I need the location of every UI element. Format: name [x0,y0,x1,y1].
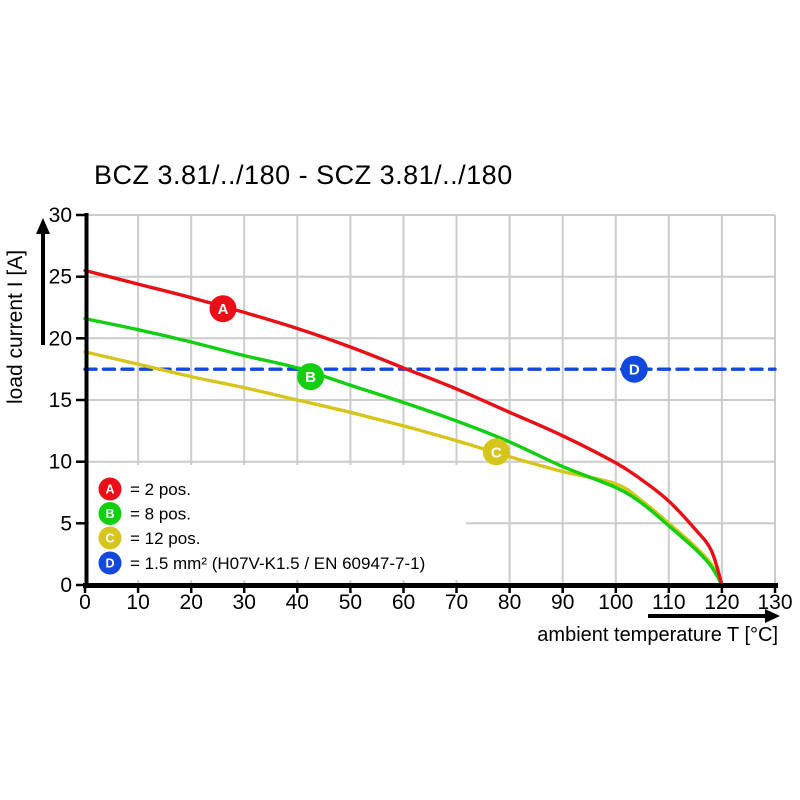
legend-item-D: D = 1.5 mm² (H07V-K1.5 / EN 60947-7-1) [98,551,425,575]
legend-marker-circle [98,502,122,525]
x-tick-label: 50 [339,591,362,614]
y-axis-label: load current I [A] [4,250,27,404]
y-tick-label: 30 [49,204,72,227]
legend-backdrop [89,465,466,580]
curve-marker-circle [209,295,237,323]
legend-marker-circle [98,477,122,501]
axes [76,213,778,593]
x-tick-label: 100 [598,591,633,614]
curve-marker-letter: A [218,301,229,318]
legend-marker-letter: D [105,557,114,571]
y-axis-arrow-head [36,218,50,234]
curve-marker-C: C [482,438,510,466]
x-tick-label: 40 [286,591,309,614]
curve-marker-A: A [209,295,237,323]
curve-marker-circle [482,438,510,466]
legend-item-C: C = 12 pos. [98,526,200,550]
legend-label: = 1.5 mm² (H07V-K1.5 / EN 60947-7-1) [130,554,425,573]
y-tick-label: 20 [49,327,72,350]
curve-marker-letter: B [305,369,316,386]
x-tick-label: 20 [180,591,203,614]
x-axis-label: ambient temperature T [°C] [537,624,778,646]
y-tick-label: 5 [60,512,72,535]
y-tick-label: 0 [60,574,72,597]
legend-label: = 2 pos. [130,480,191,499]
y-tick-label: 10 [49,451,72,474]
legend-label: = 12 pos. [130,529,200,548]
legend-item-A: A = 2 pos. [98,477,191,501]
x-tick-label: 30 [233,591,256,614]
x-tick-label: 90 [551,591,574,614]
curve-marker-letter: C [491,444,502,461]
x-tick-label: 130 [757,591,792,614]
legend-marker-letter: A [105,483,114,497]
legend-item-B: B = 8 pos. [98,502,191,525]
curve-marker-D: D [620,355,648,383]
legend-marker-letter: B [105,507,114,521]
x-tick-label: 120 [704,591,739,614]
x-axis-arrow-head [765,609,780,623]
curve-marker-circle [620,355,648,383]
x-tick-label: 60 [392,591,415,614]
series-curve-B [83,316,724,587]
curve-marker-circle [297,363,325,391]
x-tick-label: 70 [445,591,468,614]
series-curve-C [83,350,724,587]
legend-label: = 8 pos. [130,505,191,524]
chart-title: BCZ 3.81/../180 - SCZ 3.81/../180 [94,160,513,190]
x-tick-label: 110 [652,591,685,614]
x-tick-label: 80 [498,591,521,614]
legend-marker-circle [98,526,122,550]
curve-marker-B: B [297,363,325,391]
y-tick-label: 15 [49,389,72,412]
x-tick-label: 0 [79,591,91,614]
curve-marker-letter: D [629,362,640,379]
x-tick-label: 10 [126,591,149,614]
y-tick-label: 25 [49,266,72,289]
legend-marker-circle [98,551,122,575]
legend-marker-letter: C [105,532,114,546]
